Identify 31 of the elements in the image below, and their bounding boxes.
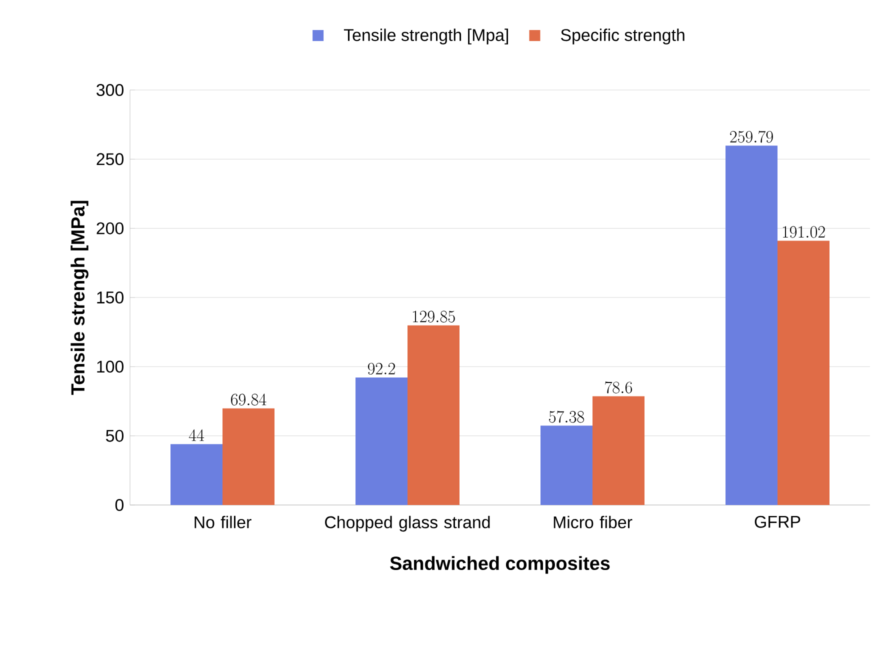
data-label: 57.38 (549, 410, 584, 423)
legend-label: Tensile strength [Mpa] (344, 28, 508, 44)
bar (726, 146, 778, 505)
bar (592, 396, 645, 505)
y-axis-title: Tensile strengh [MPa] (70, 200, 88, 395)
y-tick-label: 300 (96, 84, 124, 96)
x-tick-label: Chopped glass strand (325, 516, 490, 532)
y-tick-label: 50 (106, 430, 124, 442)
x-tick-label: GFRP (754, 516, 800, 528)
bar (356, 377, 408, 505)
y-tick-label: 250 (96, 153, 124, 166)
legend-label: Specific strength (561, 28, 684, 44)
x-tick-label: No filler (194, 516, 252, 528)
x-tick-label: Micro fiber (554, 516, 632, 528)
data-label: 92.2 (368, 362, 395, 375)
y-tick-label: 150 (97, 292, 124, 304)
y-tick-label: 0 (115, 499, 124, 511)
data-label: 78.6 (605, 381, 632, 394)
x-axis-title: Sandwiched composites (390, 556, 610, 574)
data-label: 259.79 (730, 130, 773, 143)
data-label: 129.85 (412, 310, 455, 322)
bar (778, 240, 830, 505)
data-label: 69.84 (231, 394, 266, 406)
bar (170, 444, 223, 505)
data-label: 191 .02 (782, 226, 825, 238)
data-label: 44 (188, 429, 204, 441)
y-tick-label: 200 (96, 222, 124, 234)
bar (408, 325, 460, 505)
bar (540, 426, 593, 505)
y-tick-label: 100 (97, 360, 124, 373)
bar (222, 408, 275, 505)
